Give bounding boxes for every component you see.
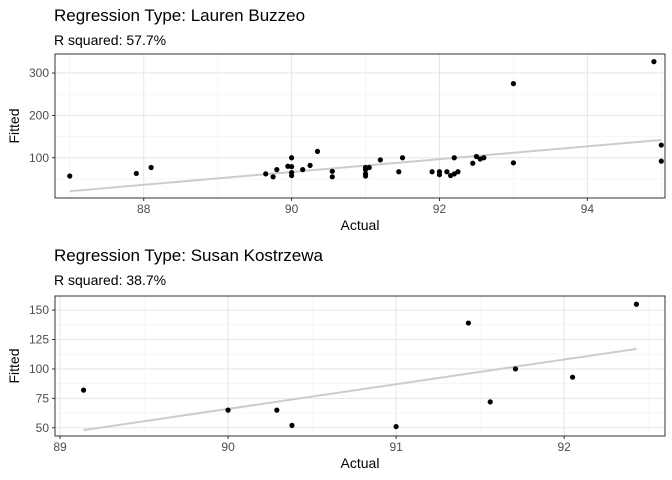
data-point [274,407,280,413]
x-tick-label: 90 [221,440,235,454]
x-tick-label: 89 [53,440,67,454]
x-tick-label: 94 [581,202,595,216]
data-point [329,168,335,174]
x-tick-label: 92 [433,202,447,216]
data-point [80,387,87,393]
data-point [307,162,313,168]
scatter-plot-top: 88 90 92 94 100 200 300 Actual Fitted [6,53,666,233]
x-axis-title: Actual [341,217,380,233]
data-point [263,171,269,177]
y-axis-title: Fitted [6,108,22,143]
data-point [451,155,457,161]
chart-panel-top: Regression Type: Lauren Buzzeo R squared… [6,6,666,233]
chart-subtitle: R squared: 57.7% [54,32,167,48]
data-point [651,59,657,65]
data-point [329,174,335,180]
data-point [148,164,154,171]
data-point [362,173,369,179]
x-tick-label: 90 [285,202,299,216]
y-tick-label: 50 [36,421,50,435]
chart-subtitle: R squared: 38.7% [54,272,167,288]
data-point [512,366,519,372]
data-point [289,155,295,161]
data-point [270,174,276,180]
y-axis-title: Fitted [6,348,22,383]
plot-border [54,53,666,199]
chart-title: Regression Type: Susan Kostrzewa [54,246,323,265]
data-point [481,155,487,161]
x-tick-label: 92 [557,440,571,454]
data-point [487,399,493,405]
chart-panel-bottom: Regression Type: Susan Kostrzewa R squar… [0,240,672,480]
plot-border [54,295,666,437]
data-point [470,160,476,166]
data-point [300,167,306,173]
data-point [429,169,435,175]
y-tick-label: 300 [29,66,49,80]
data-point [510,160,517,166]
grid [55,54,665,198]
data-point [510,81,517,87]
y-tick-label: 125 [29,333,49,347]
data-point [465,320,471,326]
y-tick-label: 150 [29,303,49,317]
x-tick-label: 88 [137,202,151,216]
data-point [289,422,295,429]
chart-title: Regression Type: Lauren Buzzeo [54,6,306,25]
data-point [225,407,231,413]
data-point [436,169,443,175]
y-tick-label: 75 [36,391,50,405]
x-axis-title: Actual [341,455,380,471]
data-point [377,157,383,163]
data-point [274,167,280,173]
grid [55,296,665,436]
y-tick-label: 100 [29,151,49,165]
y-tick-label: 100 [29,362,49,376]
scatter-plot-bottom: 89 90 91 92 50 75 100 125 150 Actual Fitted [6,295,666,471]
data-point [366,164,372,171]
data-point [658,158,664,164]
data-point [399,155,406,161]
regression-line [83,347,637,432]
data-point [67,173,73,179]
data-point [569,374,576,380]
data-point [393,423,399,430]
data-point [444,169,450,175]
data-point [658,142,664,148]
data-point [289,172,295,179]
data-point [633,301,640,307]
data-point [133,170,139,177]
data-point [473,153,480,160]
data-point [396,169,402,175]
data-point [314,148,321,155]
data-point [455,169,461,175]
data-point [289,164,295,170]
x-tick-label: 91 [389,440,403,454]
y-tick-label: 200 [29,108,49,122]
